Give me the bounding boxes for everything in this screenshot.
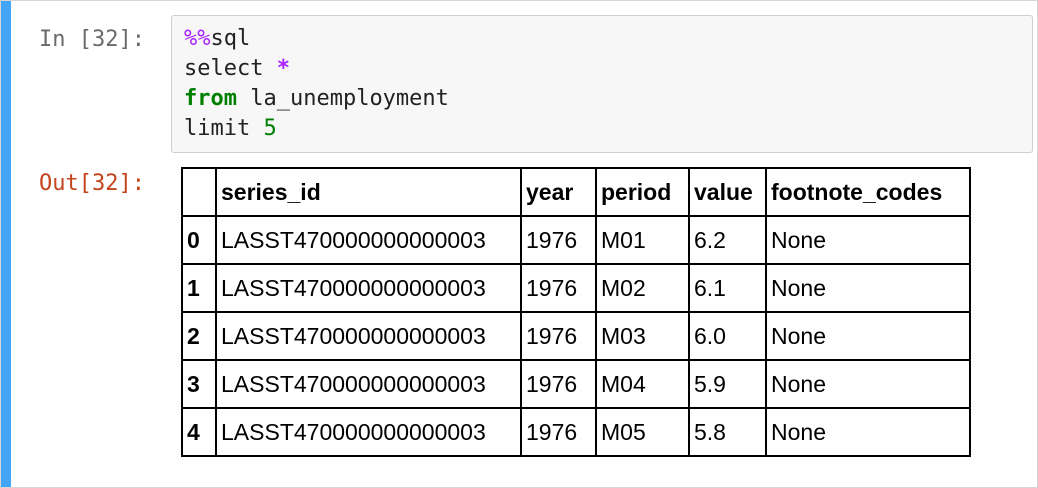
cell-period: M02 xyxy=(595,263,690,313)
cell-selection-indicator xyxy=(1,1,11,487)
input-prompt: In [32]: xyxy=(39,27,145,52)
cell-footnote-codes: None xyxy=(765,215,971,265)
code-input-area[interactable]: %%sql select * from la_unemployment limi… xyxy=(171,15,1033,153)
cell-period: M04 xyxy=(595,359,690,409)
cell-series-id: LASST470000000000003 xyxy=(215,407,522,457)
cell-footnote-codes: None xyxy=(765,263,971,313)
cell-series-id: LASST470000000000003 xyxy=(215,215,522,265)
index-header xyxy=(181,167,217,217)
from-keyword: from xyxy=(184,86,237,111)
table-row: 4 LASST470000000000003 1976 M05 5.8 None xyxy=(181,407,971,457)
row-index: 4 xyxy=(181,407,217,457)
table-header-row: series_id year period value footnote_cod… xyxy=(181,167,971,217)
cell-period: M05 xyxy=(595,407,690,457)
column-header: series_id xyxy=(215,167,522,217)
cell-value: 6.0 xyxy=(688,311,767,361)
table-row: 2 LASST470000000000003 1976 M03 6.0 None xyxy=(181,311,971,361)
column-header: value xyxy=(688,167,767,217)
cell-series-id: LASST470000000000003 xyxy=(215,311,522,361)
row-index: 2 xyxy=(181,311,217,361)
code-editor[interactable]: %%sql select * from la_unemployment limi… xyxy=(184,24,449,144)
column-header: footnote_codes xyxy=(765,167,971,217)
table-row: 3 LASST470000000000003 1976 M04 5.9 None xyxy=(181,359,971,409)
limit-value: 5 xyxy=(263,116,277,141)
cell-value: 5.8 xyxy=(688,407,767,457)
cell-magic-marker: %% xyxy=(184,26,211,51)
column-header: year xyxy=(520,167,597,217)
cell-year: 1976 xyxy=(520,311,597,361)
cell-series-id: LASST470000000000003 xyxy=(215,359,522,409)
select-keyword: select xyxy=(184,56,264,81)
limit-keyword: limit xyxy=(184,116,251,141)
output-prompt: Out[32]: xyxy=(39,171,145,196)
result-table: series_id year period value footnote_cod… xyxy=(181,167,971,457)
cell-year: 1976 xyxy=(520,215,597,265)
cell-period: M01 xyxy=(595,215,690,265)
cell-footnote-codes: None xyxy=(765,359,971,409)
cell-footnote-codes: None xyxy=(765,311,971,361)
cell-value: 6.2 xyxy=(688,215,767,265)
cell-series-id: LASST470000000000003 xyxy=(215,263,522,313)
cell-value: 6.1 xyxy=(688,263,767,313)
row-index: 0 xyxy=(181,215,217,265)
cell-magic-name: sql xyxy=(210,26,251,51)
row-index: 3 xyxy=(181,359,217,409)
table-row: 0 LASST470000000000003 1976 M01 6.2 None xyxy=(181,215,971,265)
cell-period: M03 xyxy=(595,311,690,361)
select-star: * xyxy=(276,56,290,81)
table-row: 1 LASST470000000000003 1976 M02 6.1 None xyxy=(181,263,971,313)
row-index: 1 xyxy=(181,263,217,313)
cell-year: 1976 xyxy=(520,407,597,457)
cell-year: 1976 xyxy=(520,359,597,409)
cell-footnote-codes: None xyxy=(765,407,971,457)
table-name: la_unemployment xyxy=(250,86,449,111)
cell-year: 1976 xyxy=(520,263,597,313)
cell-value: 5.9 xyxy=(688,359,767,409)
column-header: period xyxy=(595,167,690,217)
